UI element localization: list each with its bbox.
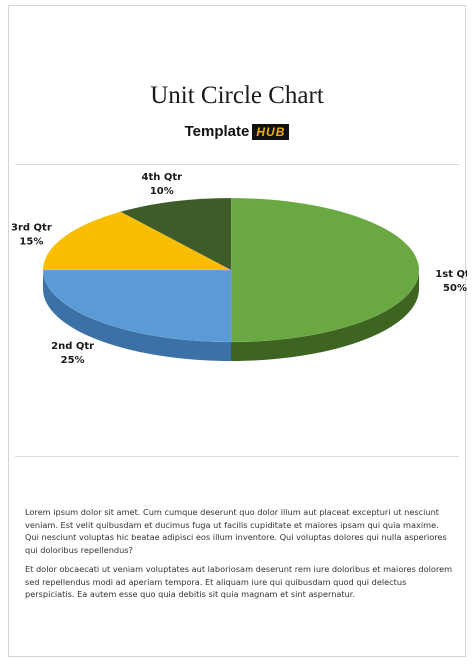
pie-labels: 1st Qtr 50% 2nd Qtr 25% 3rd Qtr 15% 4th Qtr 10% xyxy=(11,172,474,366)
pie-value-label: 15% xyxy=(19,237,43,248)
pie-category-label: 2nd Qtr xyxy=(51,341,94,352)
pie-value-label: 50% xyxy=(443,283,467,294)
document-page: Unit Circle Chart Template HUB 1st Qtr 50… xyxy=(8,5,474,657)
pie-chart-area: 1st Qtr 50% 2nd Qtr 25% 3rd Qtr 15% 4th Qtr 10% xyxy=(9,166,474,454)
paragraph-2: Et dolor obcaecati ut veniam voluptates … xyxy=(25,563,453,600)
page-title: Unit Circle Chart xyxy=(150,82,324,109)
pie-value-label: 25% xyxy=(61,355,85,366)
pie-value-label: 10% xyxy=(150,186,174,197)
top-divider xyxy=(15,164,459,165)
paragraph-1: Lorem ipsum dolor sit amet. Cum cumque d… xyxy=(25,507,447,556)
pie-category-label: 1st Qtr xyxy=(435,269,467,280)
pie-slice-1st-qtr xyxy=(230,197,420,343)
pie-label-2nd-qtr: 2nd Qtr 25% xyxy=(51,341,94,366)
pie-side-1st-qtr xyxy=(231,270,419,361)
pie-label-4th-qtr: 4th Qtr 10% xyxy=(142,172,183,197)
pie-slice-2nd-qtr xyxy=(42,269,232,343)
pie-sides xyxy=(43,270,419,361)
template-hub-logo: Template HUB xyxy=(9,123,465,140)
pie-category-label: 3rd Qtr xyxy=(11,223,52,234)
pie-slice-3rd-qtr xyxy=(42,211,232,271)
pie-slice-4th-qtr xyxy=(119,197,232,271)
body-text: Lorem ipsum dolor sit amet. Cum cumque d… xyxy=(25,506,453,607)
pie-label-1st-qtr: 1st Qtr 50% xyxy=(435,269,474,294)
pie-category-label: 4th Qtr xyxy=(142,172,183,183)
pie-chart: 1st Qtr 50% 2nd Qtr 25% 3rd Qtr 15% 4th Qtr 10% xyxy=(11,172,474,366)
logo-word: Template xyxy=(184,123,250,140)
bottom-divider xyxy=(15,456,459,457)
pie-slices xyxy=(42,197,420,343)
pie-label-3rd-qtr: 3rd Qtr 15% xyxy=(11,223,52,248)
logo-badge: HUB xyxy=(252,123,290,140)
pie-side-2nd-qtr xyxy=(43,270,231,361)
